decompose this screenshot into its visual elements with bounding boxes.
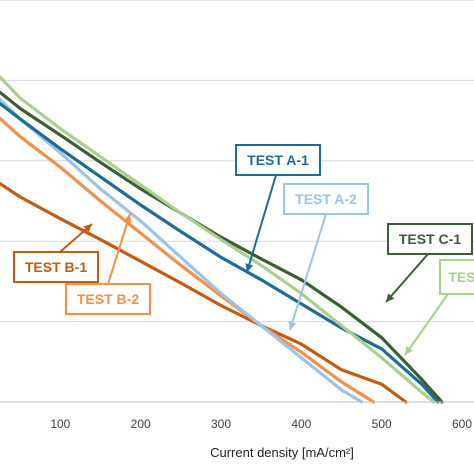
series-lines bbox=[0, 74, 444, 404]
x-tick-label: 400 bbox=[291, 417, 311, 431]
x-tick-label: 300 bbox=[211, 417, 231, 431]
callout-box bbox=[65, 283, 151, 315]
series-line bbox=[0, 116, 376, 404]
callout-label: TEST A-1 bbox=[247, 152, 309, 168]
series-line bbox=[0, 181, 408, 404]
callout-arrowhead bbox=[83, 224, 92, 233]
callout-arrowhead bbox=[245, 263, 254, 272]
x-tick-labels: 100 200 300 400 500 600 bbox=[50, 417, 472, 431]
callout-box bbox=[283, 183, 369, 215]
x-tick-label: 600 bbox=[452, 417, 472, 431]
x-tick-label: 200 bbox=[131, 417, 151, 431]
callout-test-b-2: TEST B-2 bbox=[65, 213, 151, 315]
callout-arrow bbox=[246, 174, 277, 273]
callout-box bbox=[13, 251, 99, 283]
series-line bbox=[0, 101, 440, 404]
callout-arrowhead bbox=[123, 214, 132, 223]
callout-arrowhead bbox=[386, 293, 395, 302]
callout-arrow bbox=[404, 293, 449, 356]
series-line bbox=[0, 74, 436, 404]
callout-label: TEST C-1 bbox=[399, 231, 461, 247]
callout-box bbox=[439, 259, 474, 295]
callout-label: TEST B-2 bbox=[77, 291, 139, 307]
callout-test-a-2: TEST A-2 bbox=[283, 183, 369, 331]
callout-label: TEST B-1 bbox=[25, 259, 87, 275]
callout-arrow bbox=[107, 213, 131, 285]
x-tick-label: 500 bbox=[372, 417, 392, 431]
callout-arrowhead bbox=[288, 321, 297, 330]
series-callouts: TEST A-1 TEST A-2 TEST B-1 TEST B-2 TEST C-1… bbox=[13, 144, 474, 356]
callout-test-a-1: TEST A-1 bbox=[235, 144, 321, 273]
series-line bbox=[0, 97, 364, 404]
x-tick-label: 100 bbox=[50, 417, 70, 431]
callout-test-b-1: TEST B-1 bbox=[13, 223, 99, 283]
series-line bbox=[0, 90, 444, 404]
callout-arrowhead bbox=[405, 346, 413, 355]
callout-arrow bbox=[385, 253, 429, 303]
callout-arrow bbox=[289, 213, 327, 331]
callout-label: TES bbox=[448, 269, 474, 285]
callout-box bbox=[235, 144, 321, 176]
callout-label: TEST A-2 bbox=[295, 191, 357, 207]
callout-test-c-1: TEST C-1 bbox=[385, 223, 473, 303]
callout-tes: TES bbox=[404, 259, 474, 356]
x-axis-title: Current density [mA/cm²] bbox=[210, 445, 354, 460]
callout-box bbox=[387, 223, 473, 255]
